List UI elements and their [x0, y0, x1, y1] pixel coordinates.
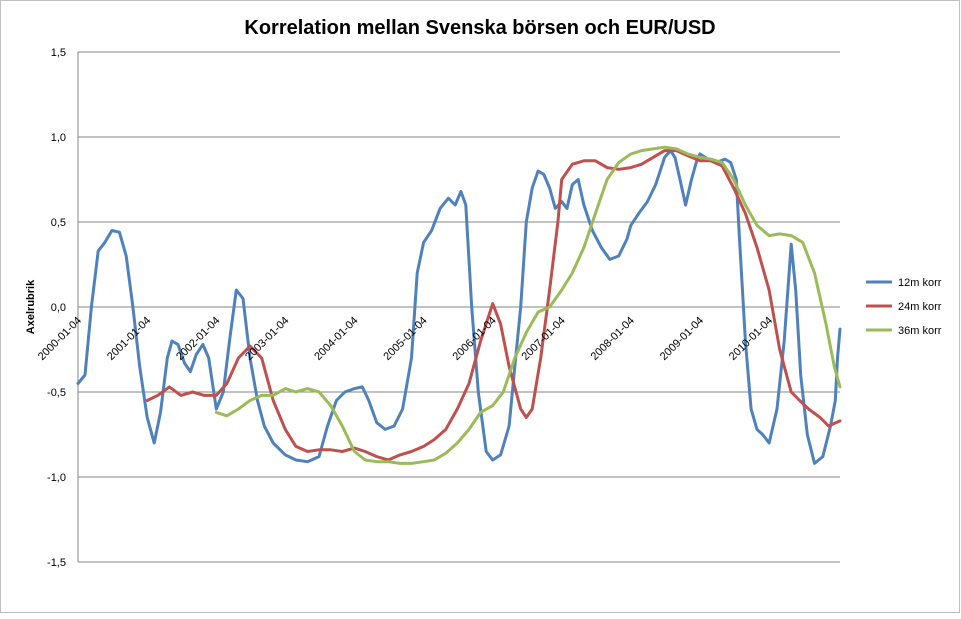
y-tick-label: 1,0	[51, 132, 66, 144]
series-line-1	[76, 149, 842, 465]
y-tick-label: 1,5	[51, 47, 66, 59]
legend-label: 12m korr	[898, 277, 942, 289]
y-tick-label: 0,5	[51, 217, 66, 229]
legend-label: 24m korr	[898, 301, 942, 313]
y-tick-layer: 1,5 1,0 0,5 0,0 -0,5 -1,0 -1,5	[47, 47, 66, 569]
y-tick-label: -1,5	[47, 557, 66, 569]
legend-label: 36m korr	[898, 325, 942, 337]
y-axis-label: Axelrubrik	[25, 279, 37, 334]
series-line-3	[214, 145, 842, 465]
chart-title: Korrelation mellan Svenska börsen och EU…	[244, 17, 715, 39]
grid-layer	[77, 51, 840, 563]
y-tick-label: -0,5	[47, 387, 66, 399]
series-line-2	[145, 149, 842, 462]
series-layer	[76, 145, 842, 465]
y-tick-label: 0,0	[51, 302, 66, 314]
chart-legend: 12m korr 24m korr 36m korr	[866, 277, 942, 337]
y-tick-label: -1,0	[47, 472, 66, 484]
